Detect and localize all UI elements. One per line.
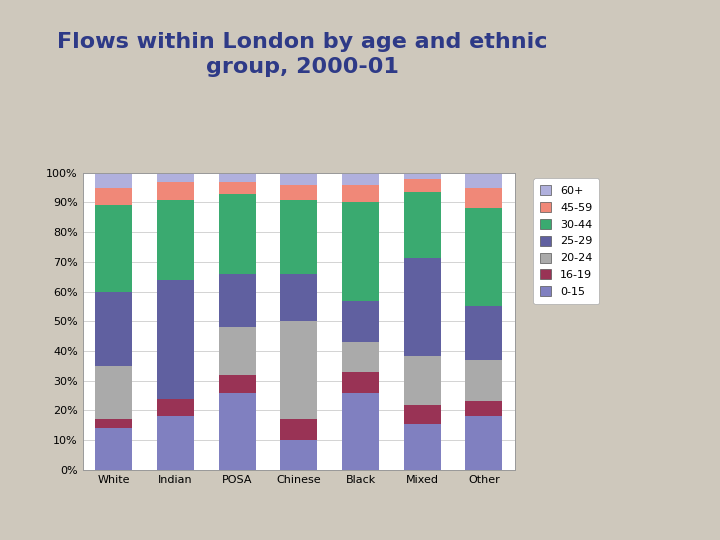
Bar: [219, 375, 256, 393]
Bar: [95, 173, 132, 187]
Bar: [280, 419, 318, 440]
Bar: [219, 193, 256, 274]
Bar: [157, 280, 194, 399]
Bar: [280, 321, 318, 419]
Bar: [342, 372, 379, 393]
Bar: [465, 416, 503, 470]
Legend: 60+, 45-59, 30-44, 25-29, 20-24, 16-19, 0-15: 60+, 45-59, 30-44, 25-29, 20-24, 16-19, …: [534, 178, 599, 304]
Bar: [404, 258, 441, 355]
Bar: [157, 181, 194, 199]
Bar: [219, 393, 256, 470]
Bar: [157, 199, 194, 280]
Bar: [342, 300, 379, 342]
Bar: [465, 173, 503, 187]
Bar: [157, 416, 194, 470]
Bar: [219, 181, 256, 193]
Bar: [404, 404, 441, 424]
Bar: [342, 173, 379, 185]
Bar: [465, 187, 503, 208]
Bar: [157, 173, 194, 181]
Bar: [342, 185, 379, 202]
Bar: [404, 355, 441, 404]
Bar: [342, 342, 379, 372]
Bar: [465, 306, 503, 360]
Bar: [95, 292, 132, 366]
Bar: [404, 179, 441, 192]
Bar: [95, 428, 132, 470]
Bar: [95, 419, 132, 428]
Text: Flows within London by age and ethnic
group, 2000-01: Flows within London by age and ethnic gr…: [57, 32, 548, 77]
Bar: [280, 199, 318, 274]
Bar: [280, 440, 318, 470]
Bar: [404, 173, 441, 179]
Bar: [280, 274, 318, 321]
Bar: [342, 393, 379, 470]
Bar: [465, 208, 503, 306]
Bar: [219, 173, 256, 181]
Bar: [219, 274, 256, 327]
Bar: [219, 327, 256, 375]
Bar: [157, 399, 194, 416]
Bar: [280, 173, 318, 185]
Bar: [342, 202, 379, 300]
Bar: [465, 360, 503, 401]
Bar: [95, 187, 132, 205]
Bar: [404, 192, 441, 258]
Bar: [465, 401, 503, 416]
Bar: [95, 205, 132, 292]
Bar: [280, 185, 318, 199]
Bar: [95, 366, 132, 419]
Bar: [404, 424, 441, 470]
